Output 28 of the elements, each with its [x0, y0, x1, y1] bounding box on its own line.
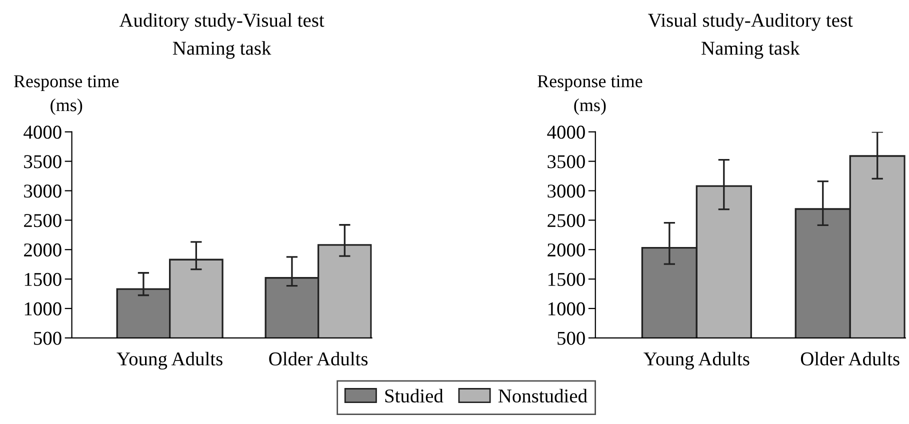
y-axis-title: Response time (ms) [538, 75, 642, 115]
y-tick-label: 3000 [24, 184, 62, 198]
x-tick-label: Older Adults [269, 352, 368, 366]
y-tick-label: 500 [34, 332, 62, 345]
chart-title: Visual study-Auditory test [648, 13, 853, 31]
x-tick-label: Young Adults [644, 352, 750, 370]
y-tick-label: 3500 [548, 155, 585, 168]
chart-subtitle: Naming task [702, 41, 800, 59]
y-tick-label: 1000 [24, 302, 62, 316]
y-tick-label: 500 [558, 332, 585, 345]
y-axis-title: Response time (ms) [14, 75, 119, 115]
x-tick-label: Young Adults [116, 352, 222, 370]
y-tick-label: 3000 [548, 184, 585, 198]
chart-title: Auditory study-Visual test [119, 13, 324, 31]
chart-subtitle: Naming task [172, 41, 272, 59]
y-tick-label: 2500 [24, 214, 62, 228]
y-tick-label: 1000 [548, 302, 585, 316]
y-tick-label: 4000 [547, 126, 585, 139]
y-tick-label: 2000 [24, 243, 62, 257]
legend-label: Nonstudied [498, 388, 588, 403]
x-tick-label: Older Adults [800, 352, 900, 366]
y-tick-label: 2500 [548, 214, 585, 228]
legend-label: Studied [385, 388, 444, 403]
y-tick-label: 3500 [24, 155, 62, 168]
y-tick-label: 1500 [548, 272, 585, 286]
y-tick-label: 2000 [548, 243, 585, 257]
y-tick-label: 1500 [24, 272, 62, 286]
y-tick-label: 4000 [24, 126, 62, 139]
